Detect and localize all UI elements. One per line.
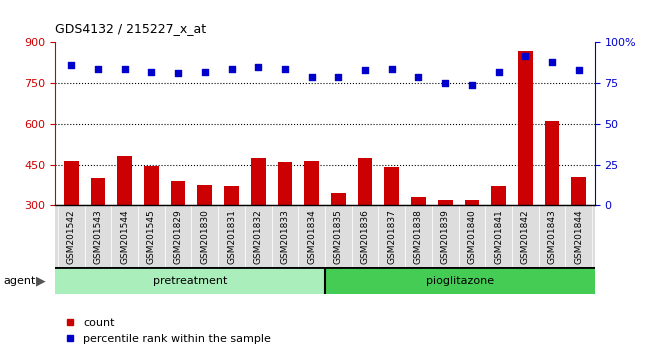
FancyBboxPatch shape	[272, 205, 298, 267]
Bar	[118, 156, 132, 205]
Point	[493, 69, 504, 75]
Point	[547, 59, 557, 65]
Text: GSM201833: GSM201833	[280, 209, 289, 264]
FancyBboxPatch shape	[539, 205, 566, 267]
Text: pretreatment: pretreatment	[153, 275, 228, 286]
Text: GSM201844: GSM201844	[574, 209, 583, 264]
Point	[120, 66, 130, 72]
Bar	[304, 161, 319, 205]
Bar	[171, 181, 185, 205]
Text: ▶: ▶	[36, 274, 46, 287]
Point	[226, 66, 237, 72]
Bar	[224, 186, 239, 205]
Bar	[64, 161, 79, 205]
Bar	[55, 267, 325, 294]
FancyBboxPatch shape	[405, 205, 432, 267]
Bar	[491, 186, 506, 205]
Text: GSM201543: GSM201543	[94, 209, 103, 264]
Text: GSM201838: GSM201838	[414, 209, 423, 264]
Point	[520, 53, 530, 58]
Text: GSM201545: GSM201545	[147, 209, 156, 264]
Text: GSM201843: GSM201843	[547, 209, 556, 264]
Bar	[358, 158, 372, 205]
Bar	[90, 178, 105, 205]
Point	[387, 66, 397, 72]
Text: agent: agent	[3, 275, 36, 286]
Text: GSM201839: GSM201839	[441, 209, 450, 264]
Text: GSM201829: GSM201829	[174, 209, 183, 264]
Text: pioglitazone: pioglitazone	[426, 275, 494, 286]
Bar	[465, 200, 479, 205]
Text: GSM201835: GSM201835	[334, 209, 343, 264]
Text: GSM201841: GSM201841	[494, 209, 503, 264]
Text: GSM201544: GSM201544	[120, 209, 129, 264]
Point	[66, 62, 77, 68]
Bar	[251, 158, 266, 205]
FancyBboxPatch shape	[378, 205, 405, 267]
Point	[413, 74, 424, 80]
Text: GSM201842: GSM201842	[521, 209, 530, 264]
Point	[333, 74, 344, 80]
FancyBboxPatch shape	[352, 205, 378, 267]
FancyBboxPatch shape	[432, 205, 458, 267]
Point	[173, 70, 183, 76]
Point	[306, 74, 317, 80]
Text: GSM201542: GSM201542	[67, 209, 76, 264]
FancyBboxPatch shape	[566, 205, 592, 267]
Text: GSM201830: GSM201830	[200, 209, 209, 264]
Point	[200, 69, 210, 75]
Bar	[331, 193, 346, 205]
Legend: count, percentile rank within the sample: count, percentile rank within the sample	[61, 314, 276, 348]
Point	[253, 64, 263, 70]
Bar	[411, 197, 426, 205]
Bar	[144, 166, 159, 205]
FancyBboxPatch shape	[58, 205, 84, 267]
Point	[440, 80, 450, 86]
Point	[573, 67, 584, 73]
FancyBboxPatch shape	[325, 205, 352, 267]
FancyBboxPatch shape	[486, 205, 512, 267]
Bar	[518, 51, 532, 205]
Point	[280, 66, 290, 72]
Bar	[278, 162, 292, 205]
FancyBboxPatch shape	[138, 205, 164, 267]
Point	[360, 67, 370, 73]
Point	[93, 66, 103, 72]
FancyBboxPatch shape	[512, 205, 539, 267]
FancyBboxPatch shape	[245, 205, 272, 267]
Text: GSM201831: GSM201831	[227, 209, 236, 264]
FancyBboxPatch shape	[458, 205, 486, 267]
FancyBboxPatch shape	[298, 205, 325, 267]
Text: GSM201832: GSM201832	[254, 209, 263, 264]
FancyBboxPatch shape	[84, 205, 111, 267]
FancyBboxPatch shape	[192, 205, 218, 267]
Text: GSM201840: GSM201840	[467, 209, 476, 264]
Text: GSM201834: GSM201834	[307, 209, 316, 264]
Point	[467, 82, 477, 88]
FancyBboxPatch shape	[164, 205, 192, 267]
Bar	[198, 185, 212, 205]
Bar	[438, 200, 452, 205]
Bar	[571, 177, 586, 205]
FancyBboxPatch shape	[111, 205, 138, 267]
Text: GDS4132 / 215227_x_at: GDS4132 / 215227_x_at	[55, 22, 207, 35]
FancyBboxPatch shape	[218, 205, 245, 267]
Text: GSM201836: GSM201836	[361, 209, 370, 264]
Bar	[545, 121, 560, 205]
Text: GSM201837: GSM201837	[387, 209, 396, 264]
Bar	[384, 167, 399, 205]
Bar	[325, 267, 595, 294]
Point	[146, 69, 157, 75]
